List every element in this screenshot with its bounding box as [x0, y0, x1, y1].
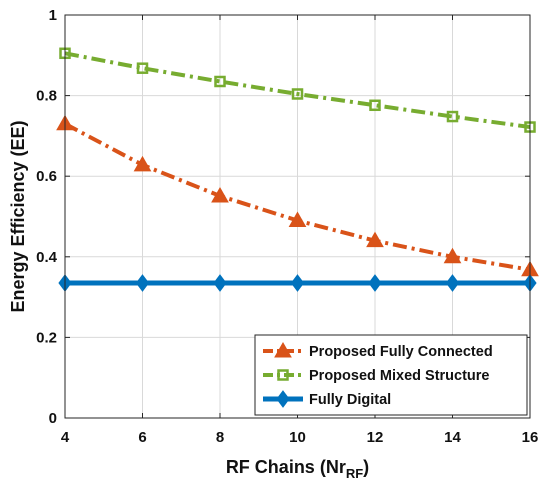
y-tick-label: 0 — [49, 410, 57, 427]
series-layer — [56, 47, 539, 292]
data-point-diamond — [135, 274, 150, 292]
data-point-triangle — [133, 155, 152, 172]
x-axis-label: RF Chains (NrRF) — [226, 457, 369, 481]
y-tick-label: 0.4 — [36, 249, 58, 266]
data-point-square — [369, 99, 381, 112]
data-point-triangle — [211, 186, 229, 203]
data-point-triangle — [443, 247, 462, 264]
legend-label: Proposed Mixed Structure — [309, 368, 489, 384]
legend-marker-diamond — [276, 390, 290, 408]
x-axis-label-subscript: RF — [346, 466, 363, 481]
x-axis-label-close: ) — [363, 457, 369, 477]
y-tick-label: 1 — [49, 7, 57, 24]
x-tick-label: 4 — [61, 429, 70, 446]
data-point-diamond — [445, 274, 460, 292]
data-point-diamond — [368, 274, 382, 292]
data-point-triangle — [366, 231, 384, 248]
data-point-square — [291, 88, 304, 100]
data-point-diamond — [290, 274, 305, 292]
x-tick-label: 12 — [367, 429, 384, 446]
data-point-square — [446, 110, 459, 123]
x-axis-label-main: RF Chains (Nr — [226, 457, 346, 477]
x-tick-label: 8 — [216, 429, 224, 446]
y-tick-label: 0.2 — [36, 329, 57, 346]
legend-label: Fully Digital — [309, 392, 391, 408]
legend-marker-square — [277, 369, 289, 381]
y-tick-label: 0.8 — [36, 88, 57, 105]
data-point-diamond — [213, 274, 227, 292]
x-tick-label: 14 — [444, 429, 461, 446]
legend-label: Proposed Fully Connected — [309, 344, 493, 360]
x-tick-label: 16 — [522, 429, 539, 446]
tick-layer: 4 6 8 10 12 14 16 0 0.2 0.4 0.6 0.8 1 — [36, 7, 538, 446]
legend: Proposed Fully Connected Proposed Mixed S… — [254, 334, 528, 416]
x-tick-label: 10 — [289, 429, 306, 446]
data-point-square — [136, 62, 149, 74]
y-axis-label: Energy Efficiency (EE) — [8, 120, 28, 312]
legend-marker-triangle — [274, 341, 292, 358]
data-point-triangle — [288, 211, 307, 228]
data-point-square — [214, 75, 226, 88]
y-tick-label: 0.6 — [36, 168, 57, 185]
series-line-square — [64, 51, 531, 130]
x-tick-label: 6 — [138, 429, 146, 446]
